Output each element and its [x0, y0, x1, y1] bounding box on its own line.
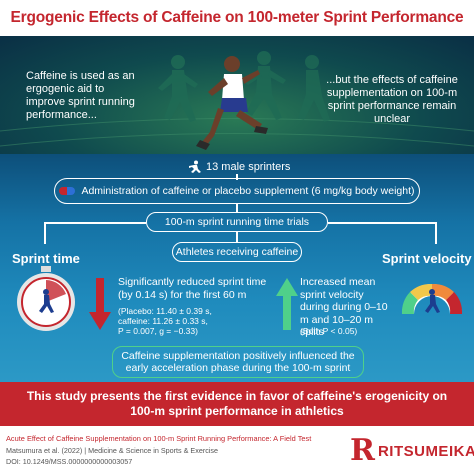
brand-letter: R: [350, 433, 375, 468]
branch-line-right: [328, 222, 436, 224]
faded-runner-center: [244, 51, 286, 120]
reference-doi: DOI: 10.1249/MSS.0000000000003057: [6, 457, 133, 466]
sprint-velocity-label: Sprint velocity: [382, 251, 472, 266]
banner-text: This study presents the first evidence i…: [26, 389, 448, 418]
decrease-arrow-icon: [89, 278, 111, 330]
athletes-text: Athletes receiving caffeine: [175, 246, 299, 258]
branch-line-left: [44, 222, 146, 224]
connector-line: [236, 174, 238, 180]
runner-icon: [189, 160, 201, 173]
trials-text: 100-m sprint running time trials: [164, 216, 310, 228]
main-runner: [196, 56, 268, 150]
hero-left-text: Caffeine is used as an ergogenic aid to …: [26, 70, 135, 121]
runners-illustration: [0, 51, 474, 150]
reference-authors: Matsumura et al. (2022) | Medicine & Sci…: [6, 446, 218, 455]
stopwatch-icon: [17, 266, 75, 331]
speedometer-icon: [401, 283, 463, 314]
conclusion-text: Caffeine supplementation positively infl…: [121, 349, 355, 375]
page-title: Ergogenic Effects of Caffeine on 100-met…: [10, 9, 464, 26]
branch-drop-left: [44, 222, 46, 244]
branch-drop-right: [435, 222, 437, 244]
stats-caffeine: caffeine: 11.26 ± 0.33 s,: [118, 316, 208, 326]
administration-text: Administration of caffeine or placebo su…: [81, 185, 415, 197]
sprint-time-finding: Significantly reduced sprint time (by 0.…: [118, 276, 267, 301]
administration-box: Administration of caffeine or placebo su…: [54, 178, 420, 204]
athletes-box: Athletes receiving caffeine: [172, 242, 302, 262]
conclusion-box: Caffeine supplementation positively infl…: [112, 346, 364, 378]
increase-arrow-icon: [276, 278, 298, 330]
capsule-icon: [59, 187, 76, 195]
reference-title: Acute Effect of Caffeine Supplementation…: [6, 434, 312, 443]
hero-right-text: ...but the effects of caffeine supplemen…: [326, 74, 458, 125]
connector-line: [236, 232, 238, 242]
ritsumeikan-logo: R RITSUMEIKAN: [350, 436, 474, 466]
brand-name: RITSUMEIKAN: [377, 442, 474, 460]
key-finding-banner: This study presents the first evidence i…: [0, 382, 474, 426]
participants-text: 13 male sprinters: [206, 161, 291, 173]
footer: Acute Effect of Caffeine Supplementation…: [0, 426, 474, 474]
sprint-time-label: Sprint time: [12, 251, 80, 266]
connector-line: [236, 204, 238, 212]
header: Ergogenic Effects of Caffeine on 100-met…: [0, 0, 474, 36]
hero-section: Caffeine is used as an ergogenic aid to …: [0, 36, 474, 154]
faded-runner-right: [298, 55, 330, 122]
stats-p: P = 0.007, g = −0.33): [118, 326, 198, 336]
study-flow-section: 13 male sprinters Administration of caff…: [0, 154, 474, 382]
trials-box: 100-m sprint running time trials: [146, 212, 328, 232]
stats-placebo: (Placebo: 11.40 ± 0.39 s,: [118, 306, 212, 316]
faded-runner-left: [158, 55, 198, 122]
sprint-velocity-finding: Increased mean sprint velocity during du…: [300, 276, 388, 338]
velocity-stats: (Both P < 0.05): [300, 326, 358, 336]
